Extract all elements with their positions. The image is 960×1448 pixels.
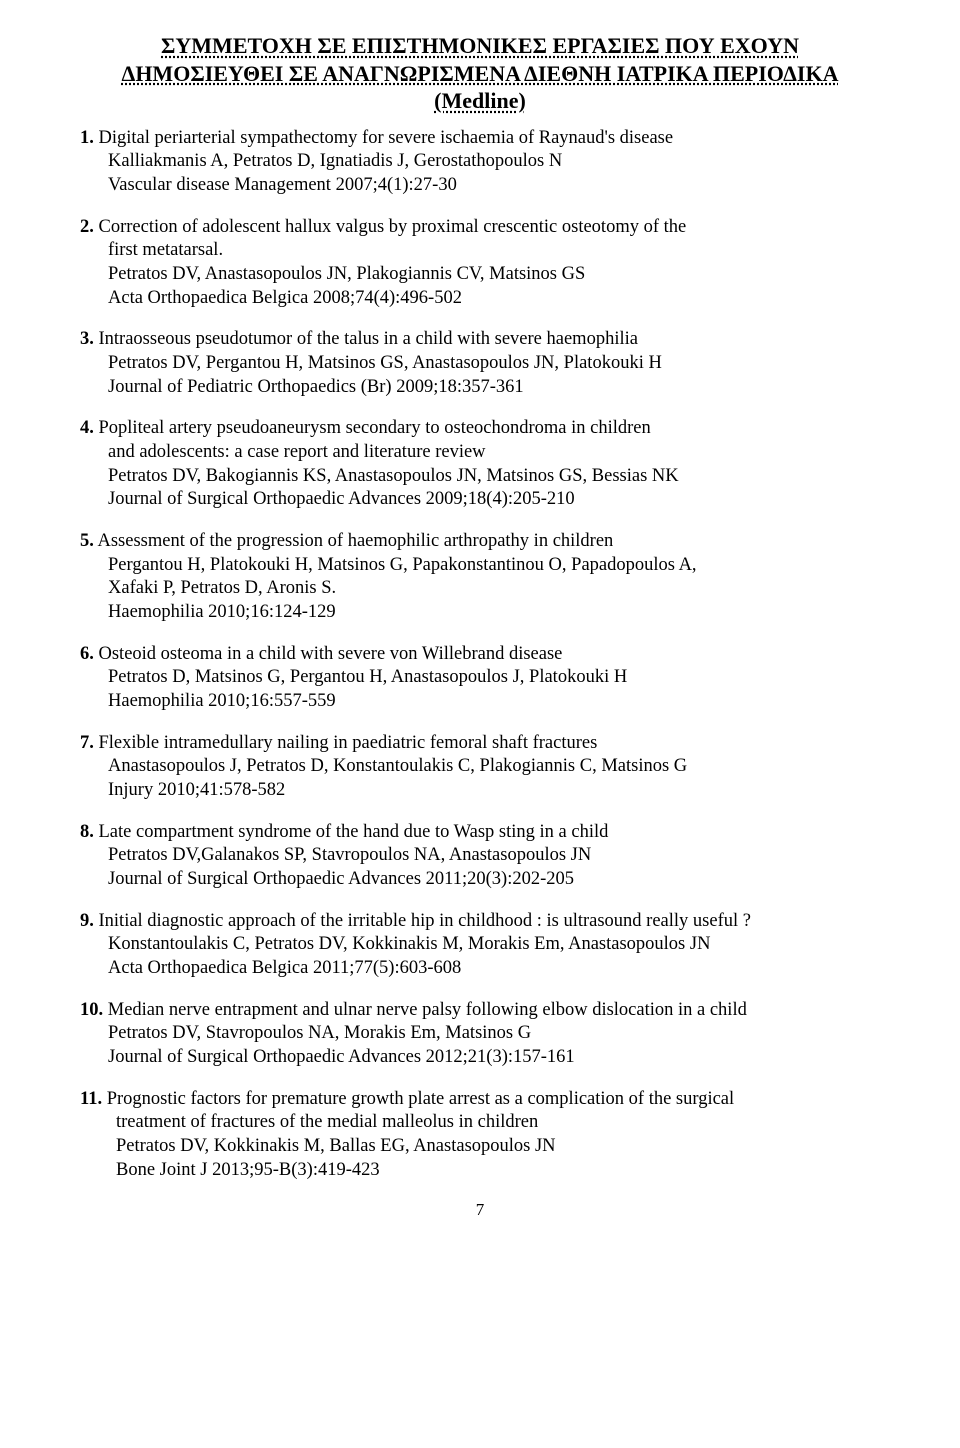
publication-item: 5. Assessment of the progression of haem… [80, 530, 880, 625]
pub-journal: Acta Orthopaedica Belgica 2011;77(5):603… [80, 957, 880, 981]
heading-line-3: (Medline) [434, 88, 526, 113]
page-number: 7 [80, 1200, 880, 1220]
pub-authors: Petratos DV, Stavropoulos NA, Morakis Em… [80, 1022, 880, 1046]
pub-title: Intraosseous pseudotumor of the talus in… [99, 329, 638, 349]
pub-authors: Kalliakmanis A, Petratos D, Ignatiadis J… [80, 150, 880, 174]
pub-title-cont: and adolescents: a case report and liter… [80, 441, 880, 465]
pub-authors: Petratos DV, Pergantou H, Matsinos GS, A… [80, 352, 880, 376]
heading-line-2: ΔΗΜΟΣΙΕΥΘΕΙ ΣΕ ΑΝΑΓΝΩΡΙΣΜΕΝΑ ΔΙΕΘΝΗ ΙΑΤΡ… [122, 61, 839, 86]
pub-journal: Acta Orthopaedica Belgica 2008;74(4):496… [80, 287, 880, 311]
pub-journal: Vascular disease Management 2007;4(1):27… [80, 174, 880, 198]
publication-item: 11. Prognostic factors for premature gro… [80, 1088, 880, 1183]
pub-journal: Journal of Surgical Orthopaedic Advances… [80, 488, 880, 512]
pub-number: 8. [80, 822, 94, 842]
publication-item: 8. Late compartment syndrome of the hand… [80, 821, 880, 892]
pub-number: 11. [80, 1089, 102, 1109]
pub-authors: Petratos D, Matsinos G, Pergantou H, Ana… [80, 666, 880, 690]
publication-item: 7. Flexible intramedullary nailing in pa… [80, 732, 880, 803]
pub-journal: Haemophilia 2010;16:557-559 [80, 690, 880, 714]
publication-item: 1. Digital periarterial sympathectomy fo… [80, 127, 880, 198]
pub-authors: Petratos DV, Kokkinakis M, Ballas EG, An… [80, 1135, 880, 1159]
pub-number: 6. [80, 644, 94, 664]
publication-item: 10. Median nerve entrapment and ulnar ne… [80, 999, 880, 1070]
publication-list: 1. Digital periarterial sympathectomy fo… [80, 127, 880, 1183]
pub-title: Osteoid osteoma in a child with severe v… [99, 644, 563, 664]
pub-number: 4. [80, 418, 94, 438]
pub-journal: Injury 2010;41:578-582 [80, 779, 880, 803]
pub-authors: Anastasopoulos J, Petratos D, Konstantou… [80, 755, 880, 779]
pub-authors: Petratos DV, Bakogiannis KS, Anastasopou… [80, 465, 880, 489]
pub-authors: Konstantoulakis C, Petratos DV, Kokkinak… [80, 933, 880, 957]
heading-line-1: ΣΥΜΜΕΤΟΧΗ ΣΕ ΕΠΙΣΤΗΜΟΝΙΚΕΣ ΕΡΓΑΣΙΕΣ ΠΟΥ … [161, 33, 799, 58]
publication-item: 9. Initial diagnostic approach of the ir… [80, 910, 880, 981]
pub-title: Prognostic factors for premature growth … [107, 1089, 734, 1109]
pub-title: Correction of adolescent hallux valgus b… [99, 217, 687, 237]
pub-journal: Bone Joint J 2013;95-B(3):419-423 [80, 1159, 880, 1183]
pub-number: 10. [80, 1000, 103, 1020]
pub-authors: Petratos DV, Anastasopoulos JN, Plakogia… [80, 263, 880, 287]
pub-title: Flexible intramedullary nailing in paedi… [99, 733, 598, 753]
publication-item: 2. Correction of adolescent hallux valgu… [80, 216, 880, 311]
pub-title: Late compartment syndrome of the hand du… [99, 822, 609, 842]
pub-title: Initial diagnostic approach of the irrit… [99, 911, 751, 931]
pub-authors: Petratos DV,Galanakos SP, Stavropoulos N… [80, 844, 880, 868]
pub-number: 7. [80, 733, 94, 753]
section-heading: ΣΥΜΜΕΤΟΧΗ ΣΕ ΕΠΙΣΤΗΜΟΝΙΚΕΣ ΕΡΓΑΣΙΕΣ ΠΟΥ … [80, 32, 880, 115]
pub-journal: Journal of Surgical Orthopaedic Advances… [80, 868, 880, 892]
pub-authors-cont: Xafaki P, Petratos D, Aronis S. [80, 577, 880, 601]
pub-title-cont: treatment of fractures of the medial mal… [80, 1111, 880, 1135]
cv-page: ΣΥΜΜΕΤΟΧΗ ΣΕ ΕΠΙΣΤΗΜΟΝΙΚΕΣ ΕΡΓΑΣΙΕΣ ΠΟΥ … [0, 0, 960, 1448]
pub-title: Digital periarterial sympathectomy for s… [99, 128, 674, 148]
publication-item: 3. Intraosseous pseudotumor of the talus… [80, 328, 880, 399]
pub-title: Popliteal artery pseudoaneurysm secondar… [99, 418, 651, 438]
pub-number: 3. [80, 329, 94, 349]
pub-journal: Journal of Surgical Orthopaedic Advances… [80, 1046, 880, 1070]
pub-number: 2. [80, 217, 94, 237]
publication-item: 6. Osteoid osteoma in a child with sever… [80, 643, 880, 714]
pub-number: 1. [80, 128, 94, 148]
pub-authors: Pergantou H, Platokouki H, Matsinos G, P… [80, 554, 880, 578]
pub-title: Assessment of the progression of haemoph… [97, 531, 613, 551]
pub-title-cont: first metatarsal. [80, 239, 880, 263]
publication-item: 4. Popliteal artery pseudoaneurysm secon… [80, 417, 880, 512]
pub-number: 5. [80, 531, 94, 551]
pub-title: Median nerve entrapment and ulnar nerve … [108, 1000, 747, 1020]
pub-journal: Journal of Pediatric Orthopaedics (Br) 2… [80, 376, 880, 400]
pub-journal: Haemophilia 2010;16:124-129 [80, 601, 880, 625]
pub-number: 9. [80, 911, 94, 931]
